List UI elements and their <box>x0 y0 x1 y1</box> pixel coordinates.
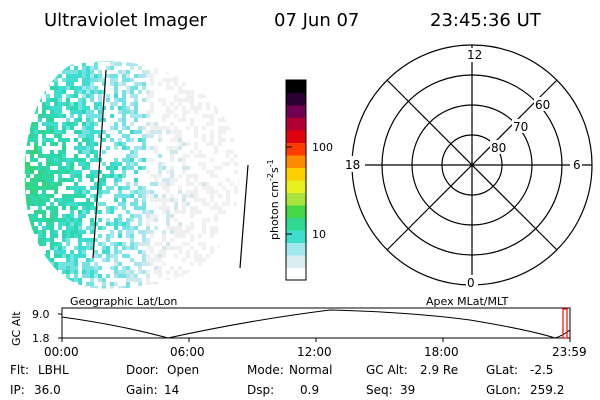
colorbar-unit-label: photon cm-2s-1 <box>266 159 281 240</box>
mode-label: Mode: <box>247 363 284 377</box>
dsp-value: 0.9 <box>300 383 319 397</box>
altitude-curve <box>61 309 571 339</box>
gc-alt-label: GC Alt: <box>366 363 408 377</box>
filter-value: LBHL <box>38 363 69 377</box>
mlt-label-12: 12 <box>467 48 482 62</box>
timeline-tick-0: 00:00 <box>44 345 79 359</box>
gc-alt-value: 2.9 Re <box>420 363 458 377</box>
colorbar: 100 10 photon cm-2s-1 <box>266 79 333 281</box>
colorbar-band <box>286 180 306 193</box>
seq-label: Seq: <box>366 383 393 397</box>
timeline-y-bottom: 1.8 <box>32 332 50 345</box>
timeline-tick-1: 06:00 <box>170 345 205 359</box>
glat-value: -2.5 <box>530 363 553 377</box>
terminator-line-left <box>92 69 107 259</box>
mlt-label-6: 6 <box>573 158 581 172</box>
glat-label: GLat: <box>486 363 518 377</box>
colorbar-band <box>286 117 306 131</box>
polar-grid <box>351 44 593 286</box>
colorbar-band <box>286 230 306 243</box>
colorbar-band <box>286 142 306 156</box>
colorbar-band <box>286 217 306 231</box>
altitude-plot-frame <box>61 307 571 339</box>
door-label: Door: <box>126 363 159 377</box>
colorbar-band <box>286 192 306 206</box>
timeline-tick-4: 23:59 <box>552 345 587 359</box>
auroral-image <box>24 61 240 289</box>
date-label: 07 Jun 07 <box>274 10 359 31</box>
glon-value: 259.2 <box>530 383 564 397</box>
filter-label: Flt: <box>10 363 29 377</box>
timeline-left-title: Geographic Lat/Lon <box>70 295 177 308</box>
timeline-tick-2: 12:00 <box>297 345 332 359</box>
colorbar-band <box>286 255 306 268</box>
ip-label: IP: <box>10 383 25 397</box>
mode-value: Normal <box>289 363 332 377</box>
colorbar-band <box>286 92 306 106</box>
gain-value: 14 <box>164 383 179 397</box>
mlt-label-18: 18 <box>345 158 360 172</box>
colorbar-band <box>286 105 306 118</box>
lat-label-80: 80 <box>491 141 506 155</box>
colorbar-band <box>286 155 306 168</box>
status-panel: Flt: LBHL Door: Open Mode: Normal GC Alt… <box>10 363 564 397</box>
timeline-y-top: 9.0 <box>32 308 50 321</box>
timeline-right-title: Apex MLat/MLT <box>426 295 509 308</box>
image-pixels <box>24 61 240 289</box>
current-time-marker <box>562 308 568 339</box>
colorbar-band <box>286 167 306 181</box>
timeline-y-label: GC Alt <box>10 311 23 346</box>
dsp-label: Dsp: <box>247 383 274 397</box>
instrument-title: Ultraviolet Imager <box>44 10 208 31</box>
colorbar-band <box>286 205 306 218</box>
colorbar-band <box>286 267 306 281</box>
colorbar-tick-100: 100 <box>312 141 333 154</box>
time-label: 23:45:36 UT <box>430 10 542 31</box>
mlt-label-0: 0 <box>467 276 475 290</box>
colorbar-band <box>286 80 306 93</box>
colorbar-band <box>286 242 306 256</box>
door-value: Open <box>167 363 199 377</box>
gain-label: Gain: <box>126 383 158 397</box>
glon-label: GLon: <box>486 383 521 397</box>
colorbar-tick-10: 10 <box>312 228 326 241</box>
colorbar-band <box>286 130 306 143</box>
lat-label-70: 70 <box>513 120 528 134</box>
lat-label-60: 60 <box>535 98 550 112</box>
ip-value: 36.0 <box>34 383 61 397</box>
seq-value: 39 <box>400 383 415 397</box>
colorbar-strip <box>286 80 306 281</box>
timeline-tick-3: 18:00 <box>424 345 459 359</box>
terminator-line-right <box>239 164 249 269</box>
